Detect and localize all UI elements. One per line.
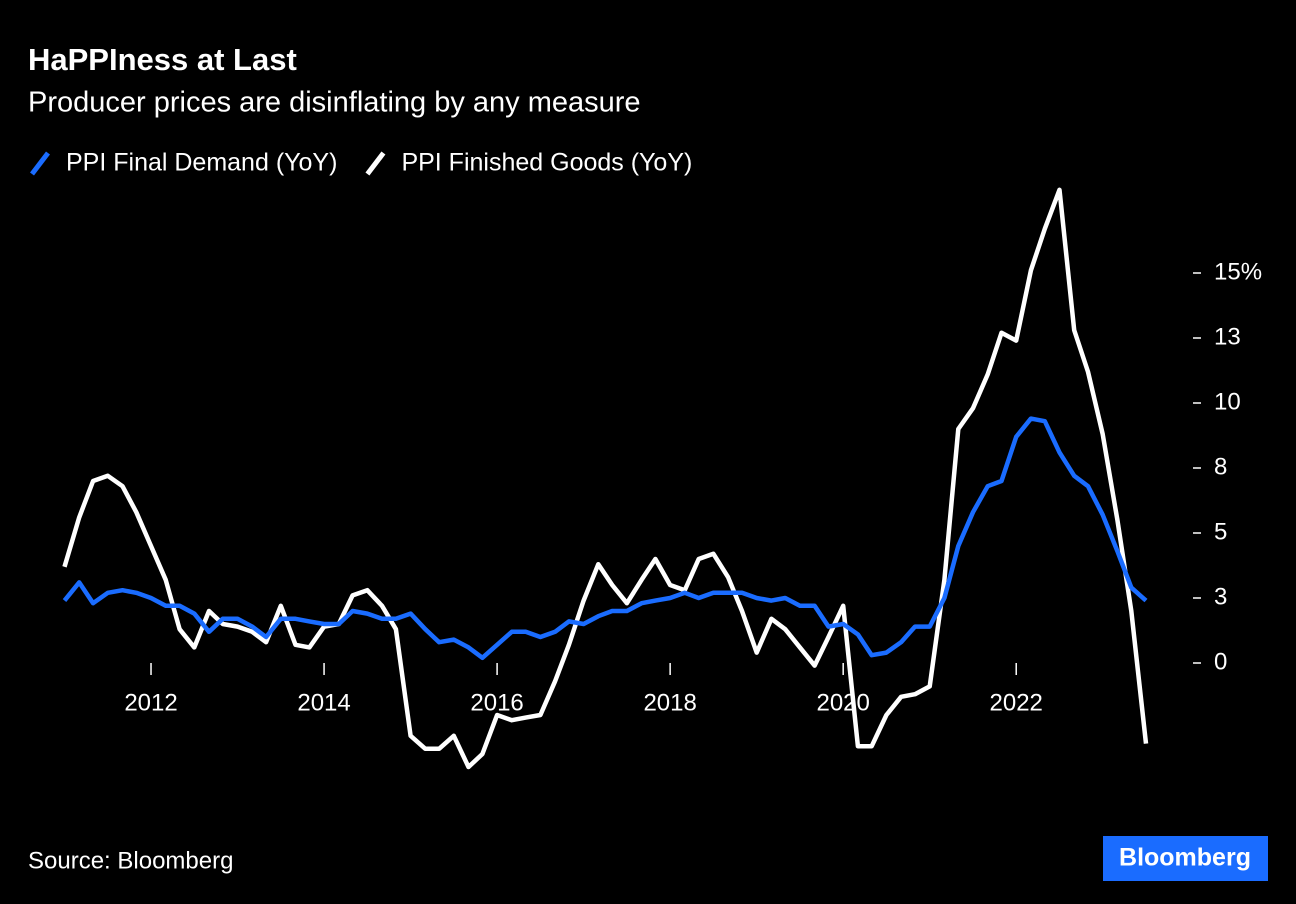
y-tick-label: 8 (1214, 453, 1227, 480)
y-tick-label: 13 (1214, 323, 1241, 350)
x-tick-label: 2022 (990, 689, 1043, 716)
series-line (62, 416, 1148, 661)
x-tick-label: 2012 (124, 689, 177, 716)
y-tick-label: 5 (1214, 518, 1227, 545)
legend-swatch (30, 151, 50, 176)
logo-box (1103, 836, 1268, 881)
x-tick-label: 2020 (816, 689, 869, 716)
source: Source: Bloomberg (28, 847, 233, 874)
x-tick-label: 2016 (470, 689, 523, 716)
series-line (62, 187, 1149, 770)
legend-swatch (365, 151, 386, 176)
chart-title: HaPPIness at Last (28, 42, 297, 77)
logo: Bloomberg (1119, 844, 1251, 872)
legend-label: PPI Finished Goods (YoY) (401, 149, 692, 177)
legend-label: PPI Final Demand (YoY) (66, 149, 337, 177)
y-tick-label: 15% (1214, 258, 1262, 285)
x-tick-label: 2018 (643, 689, 696, 716)
chart-subtitle: Producer prices are disinflating by any … (28, 87, 641, 119)
y-tick-label: 10 (1214, 388, 1241, 415)
y-tick-label: 0 (1214, 648, 1227, 675)
x-tick-label: 2014 (297, 689, 350, 716)
y-tick-label: 3 (1214, 583, 1227, 610)
